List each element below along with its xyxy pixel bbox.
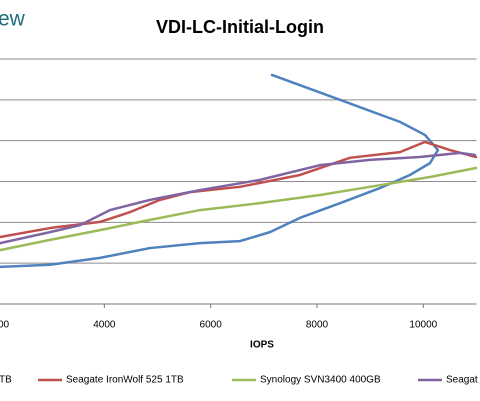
logo: ew <box>0 8 26 31</box>
chart-title: VDI-LC-Initial-Login <box>156 17 324 37</box>
x-tick-label: 10000 <box>409 320 437 331</box>
series-line <box>0 166 478 252</box>
x-tick-label: 4000 <box>93 320 116 331</box>
x-tick-label: 6000 <box>200 320 223 331</box>
x-tick-label: 8000 <box>306 320 329 331</box>
series-line <box>0 151 477 245</box>
legend-label: Seagat <box>446 375 478 386</box>
series-line <box>0 73 440 269</box>
series-line <box>0 140 478 239</box>
legend-label: TB <box>0 375 12 386</box>
legend-label: Seagate IronWolf 525 1TB <box>66 375 184 386</box>
legend-label: Synology SVN3400 400GB <box>260 375 381 386</box>
x-axis-label: IOPS <box>250 340 274 351</box>
x-tick-label: 2000 <box>0 320 10 331</box>
